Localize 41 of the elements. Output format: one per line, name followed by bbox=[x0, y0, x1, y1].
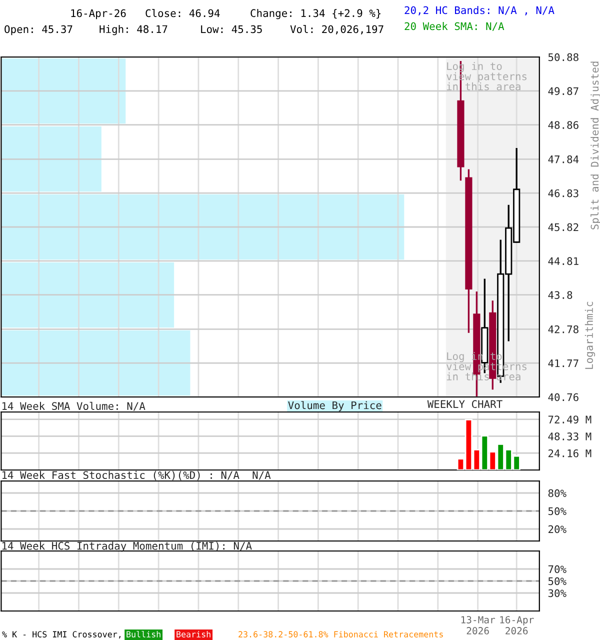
x-tick-label: 13-Mar 2026 bbox=[461, 616, 496, 634]
y-tick-label: 40.76 bbox=[548, 393, 578, 402]
y-tick-label: 72.49 M bbox=[548, 416, 592, 424]
text: Close: 46.94 bbox=[146, 9, 220, 18]
y-tick-label: 47.84 bbox=[548, 155, 579, 164]
text: Volume By Price bbox=[288, 401, 382, 412]
y-tick-label: 44.81 bbox=[548, 257, 578, 266]
text: WEEKLY CHART bbox=[427, 400, 502, 408]
y-tick-label: 43.8 bbox=[548, 291, 572, 299]
y-tick-label: 48.86 bbox=[548, 121, 578, 129]
text: Logarithmic bbox=[584, 302, 596, 369]
y-tick-label: 41.77 bbox=[548, 359, 578, 368]
y-tick-label: 70% bbox=[548, 565, 566, 574]
y-tick-label: 80% bbox=[548, 489, 566, 498]
y-tick-label: 42.78 bbox=[548, 325, 578, 334]
text: Open: 45.37 bbox=[4, 25, 72, 36]
text: Bearish bbox=[176, 630, 210, 638]
text: 16-Apr-26 bbox=[71, 9, 126, 20]
y-tick-label: 30% bbox=[548, 589, 566, 598]
y-tick-label: 50.88 bbox=[548, 53, 578, 62]
chart-title: 14 Week SMA Volume: N/A bbox=[2, 402, 146, 411]
text: 23.6-38.2-50-61.8% Fibonacci Retracements bbox=[238, 630, 443, 638]
y-tick-label: 48.33 M bbox=[548, 432, 592, 440]
y-tick-label: 50% bbox=[548, 577, 566, 586]
y-tick-label: 49.87 bbox=[548, 87, 578, 96]
text: Bullish bbox=[126, 630, 160, 638]
text: Vol: 20,026,197 bbox=[290, 25, 384, 34]
text: 20 Week SMA: N/A bbox=[404, 22, 504, 31]
y-tick-label: 50% bbox=[548, 507, 566, 516]
text: % K - HCS IMI Crossover, bbox=[2, 631, 120, 638]
chart-title: 14 Week HCS Intraday Momentum (IMI): N/A bbox=[2, 542, 252, 552]
y-tick-label: 45.82 bbox=[548, 223, 578, 232]
text: Change: 1.34 {+2.9 %} bbox=[250, 9, 381, 20]
text: High: 48.17 bbox=[100, 25, 168, 36]
y-tick-label: 46.83 bbox=[548, 189, 578, 198]
text: Low: 45.35 bbox=[201, 25, 262, 34]
y-tick-label: 24.16 M bbox=[548, 449, 592, 458]
text: 20,2 HC Bands: N/A , N/A bbox=[404, 6, 554, 16]
y-tick-label: 20% bbox=[548, 525, 566, 534]
x-tick-label: 16-Apr 2026 bbox=[500, 616, 534, 634]
chart-title: 14 Week Fast Stochastic (%K)(%D) : N/A N/A bbox=[2, 470, 271, 480]
